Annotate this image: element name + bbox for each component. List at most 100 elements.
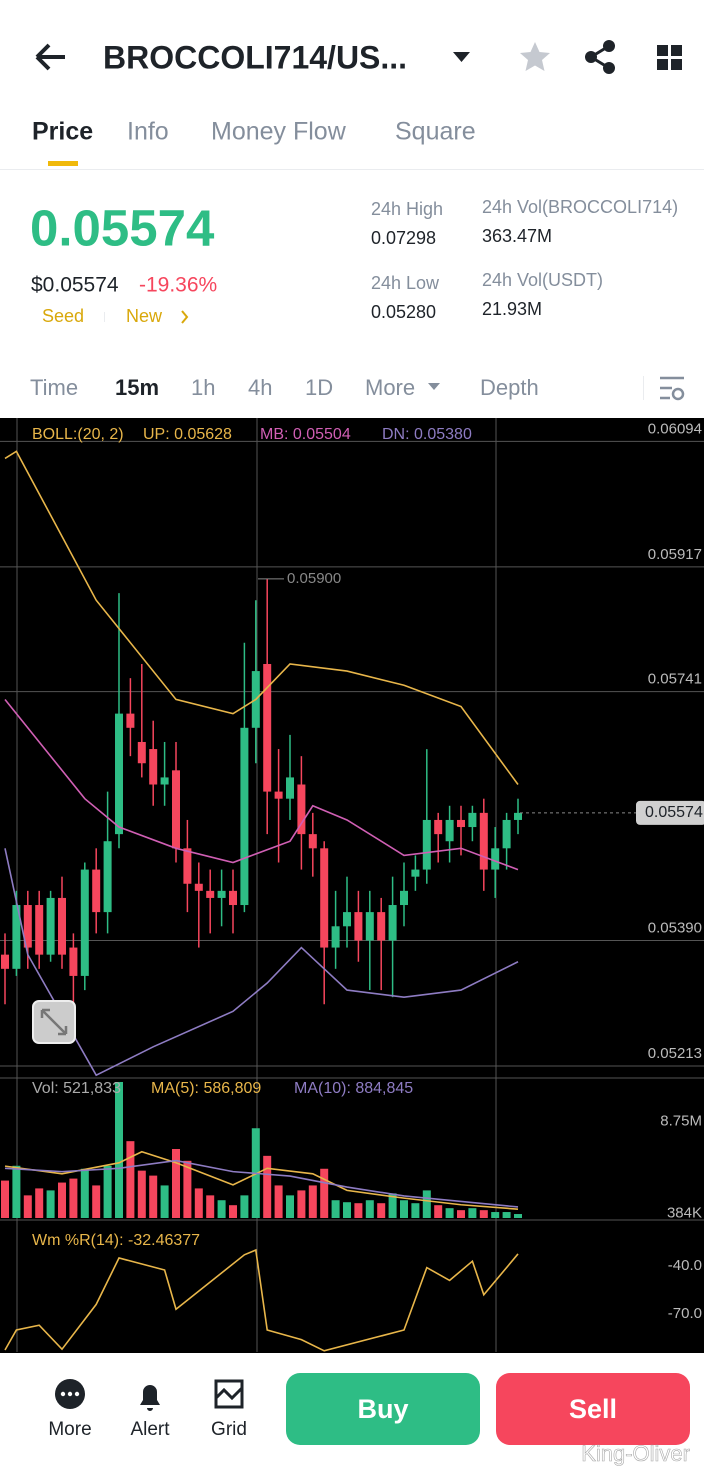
share-icon[interactable]	[585, 40, 615, 74]
y-tick-label: 0.05741	[648, 671, 702, 688]
tab-indicator	[48, 161, 78, 166]
divider	[0, 169, 704, 170]
bottom-label[interactable]: Alert	[130, 1419, 170, 1440]
sell-label[interactable]: Sell	[569, 1394, 617, 1424]
candle-body	[457, 819, 465, 828]
candle-body	[491, 848, 500, 870]
candle-body	[149, 749, 158, 785]
tag-divider	[104, 312, 105, 322]
buy-label[interactable]: Buy	[357, 1394, 408, 1424]
y-tick-label: 384K	[667, 1205, 702, 1222]
stat-label: 24h Vol(USDT)	[482, 270, 603, 290]
candle-body	[69, 947, 78, 976]
indicator-legend: MB: 0.05504	[260, 426, 351, 443]
volume-bar	[103, 1165, 112, 1218]
volume-bar	[149, 1175, 158, 1218]
sell-button[interactable]	[496, 1373, 690, 1445]
volume-bar	[23, 1195, 32, 1218]
volume-bar	[46, 1190, 55, 1218]
candle-body	[46, 897, 55, 955]
indicator-line	[4, 1159, 519, 1208]
volume-bar	[479, 1210, 488, 1218]
candle-body	[377, 912, 386, 941]
timeframe[interactable]: Time	[30, 375, 78, 400]
grid-toggle-icon[interactable]	[214, 1379, 244, 1409]
volume-bar	[160, 1185, 169, 1218]
stat-value: 0.07298	[371, 228, 436, 248]
stat-value: 363.47M	[482, 226, 552, 246]
volume-bar	[422, 1190, 431, 1218]
usd-price: $0.05574	[31, 274, 119, 297]
candle-body	[297, 784, 306, 835]
candle-body	[115, 713, 123, 835]
tab[interactable]: Square	[395, 118, 476, 146]
timeframe[interactable]: 1h	[191, 375, 215, 400]
volume-bar	[115, 1081, 123, 1218]
tab[interactable]: Money Flow	[211, 118, 347, 146]
volume-bar	[434, 1205, 443, 1218]
candle-body	[229, 890, 237, 906]
volume-bar	[12, 1165, 21, 1218]
candle-body	[240, 727, 249, 906]
volume-bar	[217, 1200, 226, 1218]
volume-bar	[411, 1203, 420, 1218]
indicator-legend: BOLL:(20, 2)	[32, 426, 124, 443]
candle-body	[194, 883, 203, 891]
last-price: 0.05574	[30, 199, 215, 256]
candle-body	[400, 890, 408, 906]
volume-bar	[377, 1203, 386, 1218]
bottom-label[interactable]: Grid	[211, 1419, 247, 1440]
tab[interactable]: Info	[127, 118, 169, 146]
y-tick-label: 0.06094	[648, 420, 702, 437]
volume-bar	[468, 1208, 477, 1218]
candle-body	[126, 713, 135, 728]
candle-body	[160, 777, 169, 785]
favorite-star[interactable]	[520, 42, 550, 71]
volume-legend: MA(10): 884,845	[294, 1080, 413, 1097]
volume-bar	[331, 1200, 340, 1218]
volume-bar	[35, 1188, 44, 1218]
candle-body	[92, 869, 101, 913]
timeframe[interactable]: Depth	[480, 375, 539, 400]
volume-bar	[286, 1195, 294, 1218]
pair-title[interactable]: BROCCOLI714/US...	[103, 39, 407, 75]
candle-body	[343, 912, 351, 927]
volume-bar	[92, 1185, 101, 1218]
back-button[interactable]	[35, 43, 65, 71]
timeframe[interactable]: 15m	[115, 375, 159, 400]
tab[interactable]: Price	[32, 118, 93, 146]
tag[interactable]: Seed	[42, 306, 84, 326]
alert-icon[interactable]	[140, 1385, 160, 1411]
timeframe[interactable]: 4h	[248, 375, 272, 400]
volume-bar	[308, 1185, 317, 1218]
volume-bar	[126, 1141, 135, 1218]
candle-body	[172, 770, 180, 849]
indicator-line	[4, 1150, 519, 1210]
stat-value: 21.93M	[482, 299, 542, 319]
timeframe[interactable]: More	[365, 375, 415, 400]
indicator-legend: UP: 0.05628	[143, 426, 232, 443]
chart-settings-icon[interactable]	[660, 376, 685, 401]
y-tick-label: -70.0	[668, 1305, 702, 1322]
high-marker-label: 0.05900	[287, 570, 341, 587]
candle-body	[183, 848, 192, 884]
tag[interactable]: New	[126, 306, 163, 326]
volume-bar	[320, 1168, 329, 1218]
y-tick-label: 0.05390	[648, 919, 702, 936]
candle-body	[217, 890, 226, 898]
volume-bar	[1, 1180, 9, 1218]
volume-bar	[388, 1193, 397, 1218]
grid-icon[interactable]	[657, 45, 682, 70]
bottom-label[interactable]: More	[48, 1419, 91, 1440]
buy-button[interactable]	[286, 1373, 480, 1445]
more-icon[interactable]	[55, 1379, 85, 1409]
timeframe[interactable]: 1D	[305, 375, 333, 400]
candle-body	[388, 905, 397, 941]
chart-layer: 0.06094 0.05917 0.05741 0.05390 0.05213 BOLL:…	[0, 418, 704, 1352]
pair-caret[interactable]	[453, 52, 470, 62]
candle-body	[445, 819, 454, 842]
last-price-label: 0.05574	[645, 804, 703, 821]
stat-label: 24h Low	[371, 273, 440, 293]
